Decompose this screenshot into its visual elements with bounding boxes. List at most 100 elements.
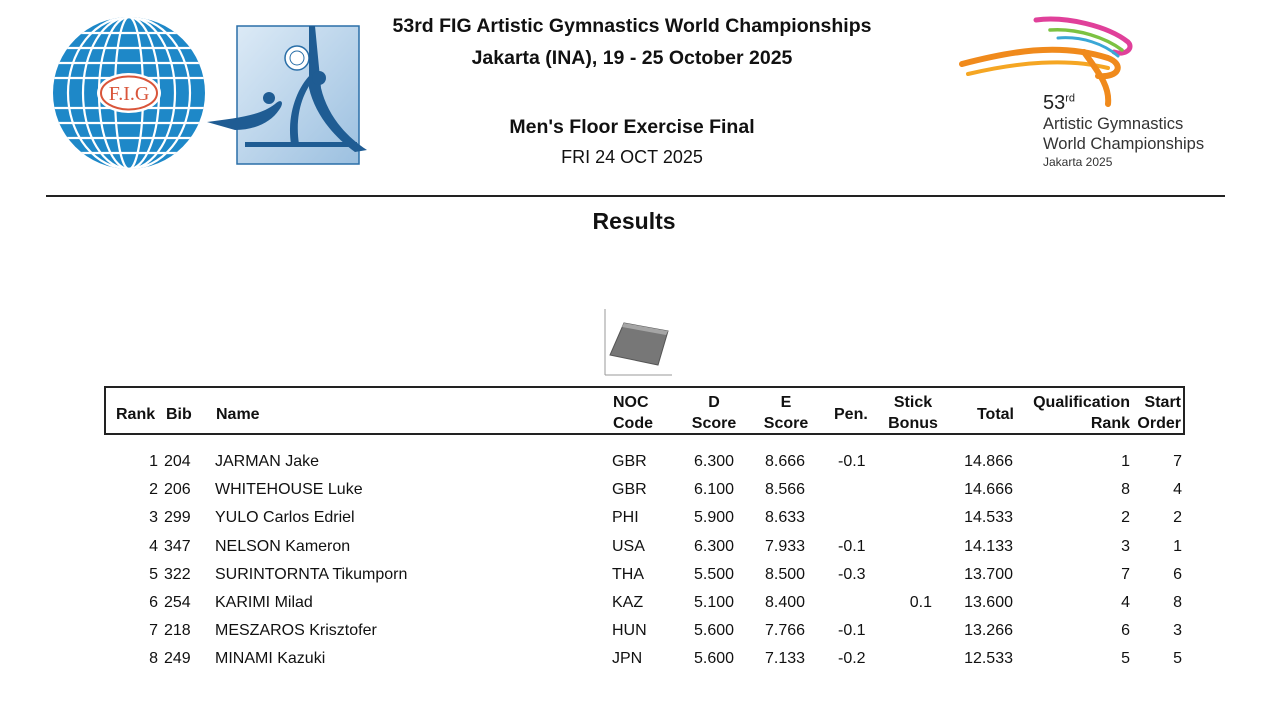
cell-bib: 299 — [164, 509, 191, 526]
cell-d-score: 5.600 — [694, 622, 735, 639]
svg-text:F.I.G: F.I.G — [109, 83, 150, 105]
cell-noc: GBR — [612, 453, 647, 470]
event-logo-line1: Artistic Gymnastics — [1043, 115, 1184, 133]
cell-qualification-rank: 8 — [1121, 481, 1130, 498]
cell-name: NELSON Kameron — [215, 538, 351, 555]
event-logo-line3: Jakarta 2025 — [1043, 155, 1113, 169]
event-title: Men's Floor Exercise Final — [509, 116, 755, 138]
cell-bib: 249 — [164, 650, 191, 667]
col-header-start-order: Start Order — [1137, 394, 1181, 432]
cell-rank: 1 — [149, 453, 158, 470]
col-header-e-score: E Score — [763, 394, 809, 432]
cell-e-score: 8.400 — [765, 594, 806, 611]
cell-d-score: 5.500 — [694, 566, 735, 583]
cell-total: 13.266 — [964, 622, 1013, 639]
cell-d-score: 5.600 — [694, 650, 735, 667]
cell-penalty: -0.1 — [838, 622, 866, 639]
championship-location-dates: Jakarta (INA), 19 - 25 October 2025 — [471, 47, 793, 69]
cell-qualification-rank: 1 — [1121, 453, 1130, 470]
cell-bib: 322 — [164, 566, 191, 583]
table-row: 1 204 JARMAN Jake GBR 6.300 8.666 -0.1 1… — [0, 452, 1280, 472]
cell-start-order: 8 — [1173, 594, 1182, 611]
cell-rank: 6 — [149, 594, 158, 611]
table-row: 4 347 NELSON Kameron USA 6.300 7.933 -0.… — [0, 537, 1280, 557]
fig-globe-logo: F.I.G — [53, 17, 205, 169]
col-header-qualification-rank: Qualification Rank — [1033, 394, 1130, 432]
table-row: 2 206 WHITEHOUSE Luke GBR 6.100 8.566 14… — [0, 480, 1280, 500]
cell-total: 13.600 — [964, 594, 1013, 611]
cell-total: 12.533 — [964, 650, 1013, 667]
cell-total: 14.133 — [964, 538, 1013, 555]
championship-title: 53rd FIG Artistic Gymnastics World Champ… — [392, 15, 872, 37]
cell-start-order: 4 — [1173, 481, 1182, 498]
cell-total: 14.866 — [964, 453, 1013, 470]
cell-name: JARMAN Jake — [215, 453, 320, 470]
table-row: 6 254 KARIMI Milad KAZ 5.100 8.400 0.1 1… — [0, 593, 1280, 613]
cell-qualification-rank: 3 — [1121, 538, 1130, 555]
results-table-header — [104, 386, 1185, 435]
cell-noc: USA — [612, 538, 645, 555]
cell-qualification-rank: 6 — [1121, 622, 1130, 639]
cell-e-score: 7.766 — [765, 622, 806, 639]
col-header-penalty: Pen. — [834, 406, 868, 423]
cell-e-score: 8.500 — [765, 566, 806, 583]
header-divider — [46, 195, 1225, 197]
cell-noc: HUN — [612, 622, 647, 639]
cell-name: MESZAROS Krisztofer — [215, 622, 377, 639]
cell-d-score: 5.100 — [694, 594, 735, 611]
table-row: 8 249 MINAMI Kazuki JPN 5.600 7.133 -0.2… — [0, 649, 1280, 669]
cell-penalty: -0.1 — [838, 538, 866, 555]
cell-e-score: 8.566 — [765, 481, 806, 498]
event-date: FRI 24 OCT 2025 — [561, 147, 703, 167]
cell-e-score: 8.633 — [765, 509, 806, 526]
cell-e-score: 7.933 — [765, 538, 806, 555]
cell-rank: 7 — [149, 622, 158, 639]
event-ordinal: 53rd — [1043, 92, 1076, 114]
cell-noc: GBR — [612, 481, 647, 498]
cell-qualification-rank: 4 — [1121, 594, 1130, 611]
ribbon-mark-icon — [959, 16, 1133, 107]
cell-start-order: 1 — [1173, 538, 1182, 555]
col-header-name: Name — [216, 406, 260, 423]
cell-total: 14.533 — [964, 509, 1013, 526]
table-row: 3 299 YULO Carlos Edriel PHI 5.900 8.633… — [0, 508, 1280, 528]
cell-qualification-rank: 7 — [1121, 566, 1130, 583]
col-header-bib: Bib — [166, 406, 192, 423]
jakarta-2025-event-logo: 53rd Artistic Gymnastics World Champions… — [958, 12, 1228, 182]
cell-d-score: 6.300 — [694, 538, 735, 555]
col-header-total: Total — [976, 406, 1014, 423]
cell-start-order: 2 — [1173, 509, 1182, 526]
cell-start-order: 6 — [1173, 566, 1182, 583]
cell-name: YULO Carlos Edriel — [215, 509, 355, 526]
cell-start-order: 5 — [1173, 650, 1182, 667]
cell-bib: 254 — [164, 594, 191, 611]
cell-total: 13.700 — [964, 566, 1013, 583]
cell-name: WHITEHOUSE Luke — [215, 481, 363, 498]
cell-e-score: 8.666 — [765, 453, 806, 470]
col-header-rank: Rank — [116, 406, 156, 423]
cell-rank: 4 — [149, 538, 158, 555]
cell-noc: THA — [612, 566, 644, 583]
results-title: Results — [592, 208, 676, 234]
cell-rank: 2 — [149, 481, 158, 498]
cell-rank: 5 — [149, 566, 158, 583]
cell-name: SURINTORNTA Tikumporn — [215, 566, 408, 583]
cell-e-score: 7.133 — [765, 650, 806, 667]
cell-noc: PHI — [612, 509, 639, 526]
cell-qualification-rank: 2 — [1121, 509, 1130, 526]
cell-penalty: -0.3 — [838, 566, 866, 583]
cell-noc: JPN — [612, 650, 643, 667]
cell-d-score: 6.100 — [694, 481, 735, 498]
cell-rank: 8 — [149, 650, 158, 667]
cell-start-order: 7 — [1173, 453, 1182, 470]
cell-rank: 3 — [149, 509, 158, 526]
col-header-d-score: D Score — [691, 394, 737, 432]
floor-exercise-icon — [604, 309, 672, 376]
cell-name: MINAMI Kazuki — [215, 650, 326, 667]
cell-name: KARIMI Milad — [215, 594, 313, 611]
cell-stick-bonus: 0.1 — [909, 594, 932, 611]
cell-bib: 218 — [164, 622, 191, 639]
col-header-noc: NOC Code — [613, 394, 653, 432]
gymnastics-apparatus-logo — [207, 25, 367, 165]
cell-total: 14.666 — [964, 481, 1013, 498]
